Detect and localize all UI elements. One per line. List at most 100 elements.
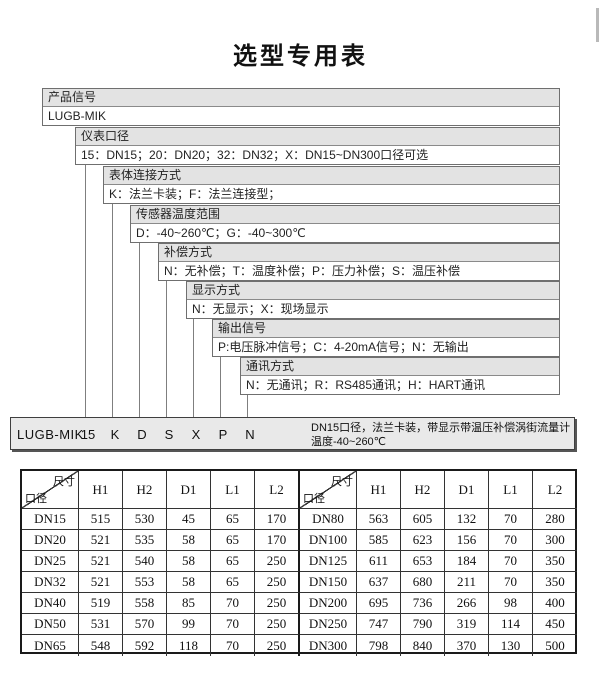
dn-cell: DN65 [22,635,79,656]
option-values: N：无补偿；T：温度补偿；P：压力补偿；S：温压补偿 [164,264,461,278]
value-cell: 790 [401,614,445,635]
page-edge-artifact [596,8,599,42]
corner-label-diameter: 口径 [25,493,47,505]
value-cell: 535 [123,530,167,551]
value-cell: 840 [401,635,445,656]
value-cell: 592 [123,635,167,656]
value-cell: 521 [79,551,123,572]
option-box-compensation: 补偿方式 N：无补偿；T：温度补偿；P：压力补偿；S：温压补偿 [158,243,560,281]
option-values: N：无显示；X：现场显示 [192,302,329,316]
value-cell: 695 [357,593,401,614]
corner-label-size: 尺寸 [53,476,75,488]
value-cell: 65 [211,551,255,572]
connector-line [193,319,194,417]
value-cell: 521 [79,530,123,551]
connector-line [85,165,86,417]
option-box-product-signal: 产品信号 LUGB-MIK [42,88,560,126]
code-letter: P [218,427,228,442]
value-cell: 637 [357,572,401,593]
value-cell: 519 [79,593,123,614]
column-header: L1 [211,471,255,509]
column-header: L2 [255,471,300,509]
value-cell: 250 [255,593,300,614]
column-header: D1 [445,471,489,509]
value-cell: 570 [123,614,167,635]
option-values: K：法兰卡装；F：法兰连接型； [109,187,281,201]
option-values: N：无通讯；R：RS485通讯；H：HART通讯 [246,378,486,392]
value-cell: 58 [167,551,211,572]
value-cell: 548 [79,635,123,656]
value-cell: 99 [167,614,211,635]
column-header: D1 [167,471,211,509]
value-cell: 585 [357,530,401,551]
dn-cell: DN250 [300,614,357,635]
page-title: 选型专用表 [233,43,368,70]
dn-cell: DN125 [300,551,357,572]
value-cell: 350 [533,572,577,593]
value-cell: 130 [489,635,533,656]
value-cell: 58 [167,530,211,551]
connector-line [247,395,248,417]
column-header: H1 [357,471,401,509]
value-cell: 70 [489,530,533,551]
option-box-meter-diameter: 仪表口径 15：DN15；20：DN20；32：DN32；X：DN15~DN30… [75,127,560,165]
dimension-table: 尺寸 口径 H1 H2 D1 L1 L2 尺寸 口径 H1 H2 D1 L1 L2 DN15 515 530 45… [20,469,577,656]
column-header: H2 [123,471,167,509]
code-letter: N [245,427,255,442]
value-cell: 184 [445,551,489,572]
column-header: H2 [401,471,445,509]
value-cell: 798 [357,635,401,656]
corner-label-diameter: 口径 [303,493,325,505]
value-cell: 65 [211,530,255,551]
value-cell: 156 [445,530,489,551]
connector-line [112,204,113,417]
code-letter: S [164,427,174,442]
value-cell: 250 [255,572,300,593]
table-corner-cell: 尺寸 口径 [300,471,357,509]
value-cell: 300 [533,530,577,551]
value-cell: 45 [167,509,211,530]
dn-cell: DN300 [300,635,357,656]
value-cell: 132 [445,509,489,530]
option-values: D：-40~260℃；G：-40~300℃ [136,226,306,240]
value-cell: 70 [211,635,255,656]
value-cell: 65 [211,572,255,593]
value-cell: 531 [79,614,123,635]
value-cell: 605 [401,509,445,530]
column-header: L2 [533,471,577,509]
option-values: 15：DN15；20：DN20；32：DN32；X：DN15~DN300口径可选 [81,148,429,162]
option-box-communication: 通讯方式 N：无通讯；R：RS485通讯；H：HART通讯 [240,357,560,395]
dn-cell: DN40 [22,593,79,614]
code-letter: D [137,427,147,442]
value-cell: 515 [79,509,123,530]
value-cell: 250 [255,614,300,635]
value-cell: 736 [401,593,445,614]
value-cell: 319 [445,614,489,635]
dn-cell: DN20 [22,530,79,551]
connector-line [139,243,140,417]
example-code-strip: LUGB-MIK 15 K D S X P N DN15口径，法兰卡装，带显示带… [10,417,575,450]
value-cell: 558 [123,593,167,614]
value-cell: 250 [255,635,300,656]
value-cell: 114 [489,614,533,635]
code-letter: X [191,427,201,442]
description-line-2: 温度-40~260℃ [311,436,387,448]
option-label: 表体连接方式 [104,167,559,185]
value-cell: 58 [167,572,211,593]
option-box-display: 显示方式 N：无显示；X：现场显示 [186,281,560,319]
dn-cell: DN50 [22,614,79,635]
value-cell: 623 [401,530,445,551]
option-values: P:电压脉冲信号；C：4-20mA信号；N：无输出 [218,340,469,354]
option-box-body-connection: 表体连接方式 K：法兰卡装；F：法兰连接型； [103,166,560,204]
value-cell: 450 [533,614,577,635]
value-cell: 118 [167,635,211,656]
value-cell: 653 [401,551,445,572]
option-box-output-signal: 输出信号 P:电压脉冲信号；C：4-20mA信号；N：无输出 [212,319,560,357]
dn-cell: DN15 [22,509,79,530]
value-cell: 500 [545,637,565,653]
dn-cell: DN80 [300,509,357,530]
value-cell: 521 [79,572,123,593]
option-label: 产品信号 [43,89,559,107]
dn-cell: DN150 [300,572,357,593]
